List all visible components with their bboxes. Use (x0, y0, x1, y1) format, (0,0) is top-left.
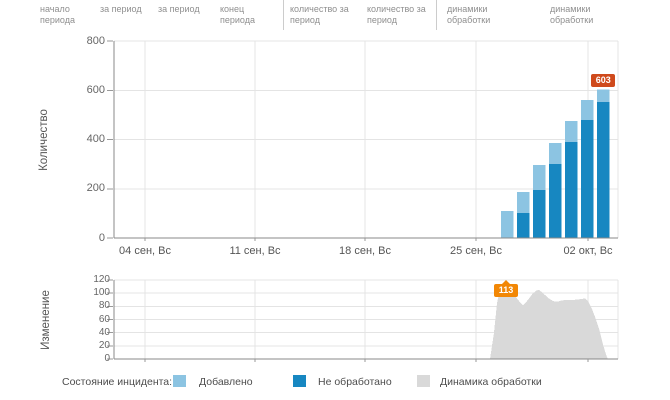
bar-unprocessed-4[interactable] (565, 141, 578, 238)
header-divider (436, 0, 437, 30)
legend-swatch-added[interactable] (173, 375, 186, 387)
tick-label: 0 (104, 353, 110, 364)
tick-label: 100 (93, 287, 110, 299)
change-chart-y-axis-title: Изменение (40, 290, 52, 350)
bar-unprocessed-2[interactable] (533, 189, 546, 238)
column-header: динамики обработки (447, 4, 491, 25)
column-header: количество за период (367, 4, 426, 25)
legend-label-added[interactable]: Добавлено (199, 376, 253, 388)
tick-label: 20 (98, 339, 110, 351)
peak-change-callout: 113 (494, 280, 518, 298)
tick-label: 18 сен, Вс (339, 245, 391, 257)
bar-unprocessed-3[interactable] (549, 164, 562, 238)
tick-label: 600 (86, 83, 105, 96)
tick-label: 40 (98, 326, 110, 338)
header-divider (283, 0, 284, 30)
max-value-callout: 603 (591, 73, 616, 87)
column-header: за период (158, 4, 200, 14)
tick-label: 80 (98, 300, 110, 312)
tick-label: 60 (98, 313, 110, 325)
legend-label-dynamics[interactable]: Динамика обработки (440, 376, 542, 388)
legend-label-unprocessed[interactable]: Не обработано (318, 376, 392, 388)
processing-dynamics-area[interactable] (490, 284, 608, 359)
bar-unprocessed-1[interactable] (517, 213, 530, 238)
legend-title: Состояние инцидента: (62, 376, 173, 388)
column-header: динамики обработки (550, 4, 594, 25)
column-header: конец периода (220, 4, 255, 25)
tick-label: 200 (86, 182, 105, 195)
tick-label: 0 (98, 231, 105, 244)
bar-unprocessed-6[interactable] (597, 102, 610, 238)
tick-label: 25 сен, Вс (450, 245, 502, 257)
column-header: начало периода (40, 4, 75, 25)
tick-label: 800 (86, 34, 105, 47)
tick-label: 400 (86, 133, 105, 145)
main-chart-y-axis-title: Количество (38, 109, 50, 171)
legend-swatch-dynamics[interactable] (417, 375, 430, 387)
bar-unprocessed-5[interactable] (581, 119, 594, 238)
tick-label: 04 сен, Вс (119, 245, 171, 257)
tick-label: 11 сен, Вс (229, 245, 281, 257)
tick-label: 120 (93, 274, 110, 285)
tick-label: 02 окт, Вс (563, 245, 613, 257)
column-header: за период (100, 4, 142, 14)
bar-added-0[interactable] (501, 210, 514, 238)
column-header: количество за период (290, 4, 349, 25)
legend-swatch-unprocessed[interactable] (293, 375, 306, 387)
